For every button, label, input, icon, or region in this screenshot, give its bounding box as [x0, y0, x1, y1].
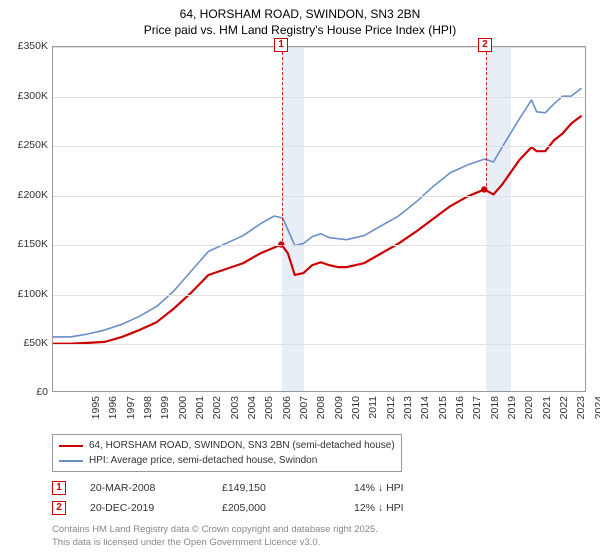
- annotation-2-delta: 12% ↓ HPI: [354, 502, 486, 514]
- marker-2-icon: 2: [52, 501, 66, 515]
- y-tick-label: £50K: [0, 337, 48, 349]
- y-tick-label: £200K: [0, 189, 48, 201]
- legend: 64, HORSHAM ROAD, SWINDON, SN3 2BN (semi…: [52, 434, 402, 472]
- x-tick-label: 2014: [419, 396, 431, 430]
- y-tick-label: £150K: [0, 238, 48, 250]
- x-tick-label: 2023: [575, 396, 587, 430]
- footer-line2: This data is licensed under the Open Gov…: [52, 537, 600, 549]
- x-tick-label: 1998: [142, 396, 154, 430]
- y-tick-label: £300K: [0, 90, 48, 102]
- annotation-2-price: £205,000: [222, 502, 354, 514]
- plot-area: [52, 46, 586, 392]
- x-tick-label: 2012: [385, 396, 397, 430]
- x-tick-label: 2006: [281, 396, 293, 430]
- x-tick-label: 2008: [315, 396, 327, 430]
- title-line1: 64, HORSHAM ROAD, SWINDON, SN3 2BN: [0, 6, 600, 22]
- x-tick-label: 2009: [333, 396, 345, 430]
- x-tick-label: 2024: [593, 396, 600, 430]
- legend-row-hpi: HPI: Average price, semi-detached house,…: [59, 453, 395, 468]
- x-tick-label: 2001: [194, 396, 206, 430]
- chart-area: £0 £50K £100K £150K £200K £250K £300K £350K 1995…: [0, 40, 600, 432]
- y-tick-label: £100K: [0, 288, 48, 300]
- x-tick-label: 2011: [367, 396, 379, 430]
- x-tick-label: 2003: [229, 396, 241, 430]
- x-tick-label: 2015: [437, 396, 449, 430]
- x-tick-label: 2016: [454, 396, 466, 430]
- x-tick-label: 2013: [402, 396, 414, 430]
- x-tick-label: 2002: [211, 396, 223, 430]
- marker-dashed-line: [486, 47, 487, 190]
- y-tick-label: £0: [0, 386, 48, 398]
- chart-title: 64, HORSHAM ROAD, SWINDON, SN3 2BN Price…: [0, 0, 600, 40]
- footer: Contains HM Land Registry data © Crown c…: [52, 524, 600, 549]
- legend-swatch-price: [59, 445, 83, 447]
- annotation-1-delta: 14% ↓ HPI: [354, 482, 486, 494]
- marker-dashed-line: [282, 47, 283, 246]
- x-tick-label: 2000: [177, 396, 189, 430]
- marker-box-1: 1: [274, 38, 288, 52]
- x-tick-label: 2021: [541, 396, 553, 430]
- x-tick-label: 1996: [107, 396, 119, 430]
- series-svg: [53, 47, 585, 391]
- x-tick-label: 1997: [125, 396, 137, 430]
- x-tick-label: 1999: [159, 396, 171, 430]
- series-price_paid: [53, 116, 582, 344]
- legend-row-price: 64, HORSHAM ROAD, SWINDON, SN3 2BN (semi…: [59, 438, 395, 453]
- x-tick-label: 2022: [558, 396, 570, 430]
- y-tick-label: £250K: [0, 139, 48, 151]
- x-tick-label: 2004: [246, 396, 258, 430]
- footer-line1: Contains HM Land Registry data © Crown c…: [52, 524, 600, 536]
- legend-label-price: 64, HORSHAM ROAD, SWINDON, SN3 2BN (semi…: [89, 438, 395, 453]
- x-tick-label: 2020: [523, 396, 535, 430]
- marker-box-2: 2: [478, 38, 492, 52]
- legend-label-hpi: HPI: Average price, semi-detached house,…: [89, 453, 317, 468]
- x-tick-label: 1995: [90, 396, 102, 430]
- annotation-1-date: 20-MAR-2008: [90, 482, 222, 494]
- x-tick-label: 2005: [263, 396, 275, 430]
- annotation-row-1: 1 20-MAR-2008 £149,150 14% ↓ HPI: [52, 478, 600, 498]
- title-line2: Price paid vs. HM Land Registry's House …: [0, 22, 600, 38]
- series-hpi: [53, 89, 582, 338]
- x-tick-label: 2019: [506, 396, 518, 430]
- annotation-2-date: 20-DEC-2019: [90, 502, 222, 514]
- annotation-1-price: £149,150: [222, 482, 354, 494]
- y-tick-label: £350K: [0, 40, 48, 52]
- x-tick-label: 2010: [350, 396, 362, 430]
- x-tick-label: 2017: [471, 396, 483, 430]
- legend-swatch-hpi: [59, 460, 83, 462]
- annotation-table: 1 20-MAR-2008 £149,150 14% ↓ HPI 2 20-DE…: [52, 478, 600, 518]
- x-tick-label: 2007: [298, 396, 310, 430]
- x-tick-label: 2018: [489, 396, 501, 430]
- marker-1-icon: 1: [52, 481, 66, 495]
- annotation-row-2: 2 20-DEC-2019 £205,000 12% ↓ HPI: [52, 498, 600, 518]
